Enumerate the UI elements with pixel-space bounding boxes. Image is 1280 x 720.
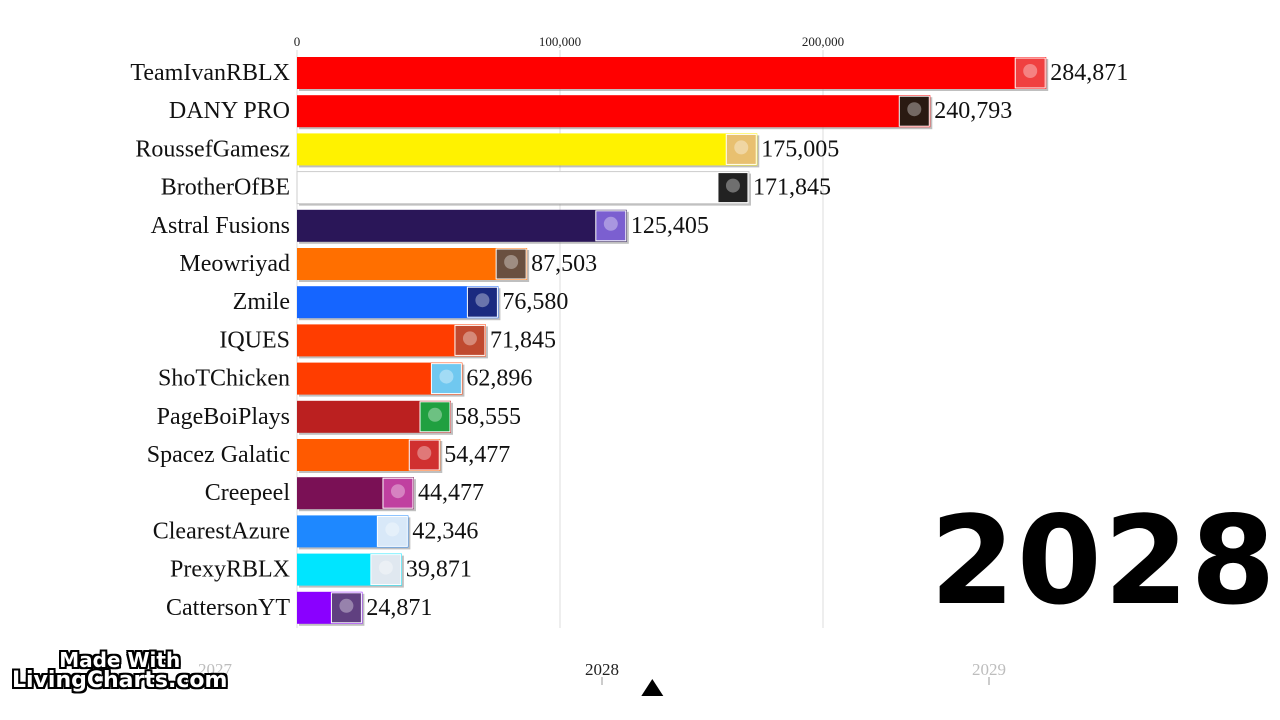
category-label: ShoTChicken	[158, 366, 290, 392]
category-label: PageBoiPlays	[157, 404, 290, 430]
value-label: 54,477	[444, 442, 510, 468]
x-tick-label: 0	[294, 34, 301, 49]
category-label: PrexyRBLX	[170, 557, 290, 583]
bar	[297, 57, 1047, 89]
avatar-thumbnail	[1014, 57, 1046, 89]
bar	[296, 171, 750, 205]
category-label: BrotherOfBE	[161, 175, 290, 201]
category-label: IQUES	[219, 327, 290, 353]
bar	[297, 286, 499, 319]
category-label: ClearestAzure	[153, 518, 290, 544]
avatar-thumbnail	[454, 324, 486, 356]
avatar-detail	[385, 522, 400, 537]
timeline-label: 2028	[585, 660, 619, 679]
value-label: 76,580	[502, 289, 568, 315]
bar	[297, 248, 528, 280]
avatar-detail	[603, 216, 618, 231]
avatar-thumbnail	[370, 554, 402, 586]
value-label: 171,845	[753, 175, 831, 201]
timeline-label: 2029	[972, 660, 1006, 679]
avatar-thumbnail	[419, 401, 451, 433]
avatar-thumbnail	[376, 515, 408, 547]
avatar-detail	[734, 140, 749, 155]
value-label: 42,346	[412, 518, 478, 544]
avatar-thumbnail	[330, 592, 362, 624]
value-label: 44,477	[418, 480, 484, 506]
value-label: 87,503	[531, 251, 597, 277]
category-label: RoussefGamesz	[135, 136, 290, 162]
timeline-marker	[641, 679, 664, 696]
avatar-detail	[475, 293, 490, 308]
category-label: CattersonYT	[166, 595, 290, 621]
x-tick-label: 100,000	[539, 34, 581, 49]
value-label: 24,871	[366, 595, 432, 621]
avatar-thumbnail	[898, 95, 930, 127]
avatar-thumbnail	[430, 363, 462, 395]
category-label: Astral Fusions	[151, 213, 290, 239]
category-label: TeamIvanRBLX	[130, 60, 290, 86]
value-label: 284,871	[1050, 60, 1128, 86]
avatar-thumbnail	[495, 248, 527, 280]
avatar-thumbnail	[382, 477, 414, 509]
avatar-detail	[462, 331, 477, 346]
category-label: Zmile	[233, 289, 290, 315]
bar	[297, 209, 627, 242]
category-label: Spacez Galatic	[147, 442, 290, 468]
value-label: 175,005	[761, 136, 839, 162]
avatar-detail	[417, 446, 432, 460]
avatar-detail	[339, 598, 354, 613]
value-label: 71,845	[490, 327, 556, 353]
avatar-detail	[390, 484, 405, 499]
value-label: 240,793	[934, 98, 1012, 124]
avatar-detail	[725, 178, 740, 193]
avatar-thumbnail	[408, 439, 440, 471]
avatar-thumbnail	[595, 210, 627, 242]
avatar-detail	[907, 102, 922, 117]
value-label: 62,896	[466, 366, 532, 392]
timeline-label: 2027	[198, 660, 233, 679]
bar	[297, 95, 931, 128]
value-label: 39,871	[406, 557, 472, 583]
bar	[297, 133, 758, 166]
avatar-thumbnail	[725, 133, 757, 165]
year-display: 2028	[930, 490, 1278, 632]
watermark: Made With LivingCharts.com	[12, 650, 227, 693]
avatar-thumbnail	[717, 172, 749, 204]
value-label: 58,555	[455, 404, 521, 430]
avatar-detail	[1023, 64, 1038, 78]
avatar-detail	[439, 369, 454, 384]
category-label: Creepeel	[205, 480, 291, 506]
x-tick-label: 200,000	[802, 34, 844, 49]
value-label: 125,405	[631, 213, 709, 239]
watermark-line-2: LivingCharts.com	[12, 668, 228, 694]
avatar-detail	[427, 407, 442, 422]
category-label: DANY PRO	[169, 98, 290, 124]
category-label: Meowriyad	[179, 251, 290, 277]
watermark-line-1: Made With	[59, 648, 181, 672]
avatar-thumbnail	[466, 286, 498, 318]
avatar-detail	[504, 255, 519, 269]
avatar-detail	[378, 560, 393, 575]
